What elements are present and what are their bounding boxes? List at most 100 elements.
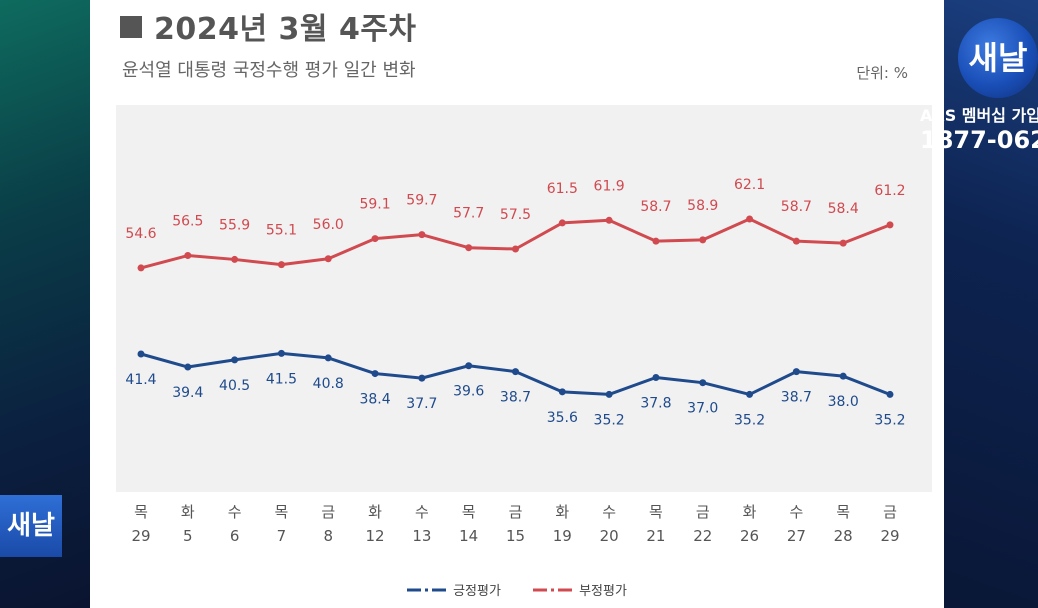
legend-positive-line-icon	[407, 588, 448, 591]
x-tick-day: 화	[555, 503, 569, 521]
chart-card: 2024년 3월 4주차 윤석열 대통령 국정수행 평가 일간 변화 단위: %…	[90, 0, 944, 608]
data-point-positive	[465, 362, 473, 370]
legend-item-positive: 긍정평가	[407, 580, 501, 599]
data-label-positive: 35.2	[874, 412, 905, 428]
x-tick-day: 화	[368, 503, 382, 521]
x-tick-day: 목	[275, 503, 289, 521]
x-tick-day: 목	[134, 503, 148, 521]
x-tick-date: 21	[646, 527, 665, 545]
data-label-positive: 38.7	[781, 390, 812, 406]
saenal-logo: 새날	[958, 18, 1038, 98]
x-tick-day: 수	[415, 503, 429, 521]
chart-legend: 긍정평가 부정평가	[90, 580, 944, 599]
data-label-positive: 37.7	[406, 396, 437, 412]
x-tick-date: 20	[600, 527, 619, 545]
data-point-positive	[839, 372, 847, 380]
data-point-positive	[512, 368, 519, 376]
legend-negative-label: 부정평가	[579, 584, 627, 599]
data-point-positive	[605, 390, 613, 398]
x-tick-date: 22	[693, 527, 712, 545]
data-point-negative	[418, 231, 426, 239]
x-tick-date: 14	[459, 527, 478, 545]
data-label-negative: 58.4	[828, 201, 859, 217]
data-point-negative	[512, 245, 519, 253]
data-label-negative: 61.5	[547, 181, 578, 197]
data-point-negative	[137, 264, 145, 272]
data-point-negative	[371, 235, 379, 243]
title-text: 2024년 3월 4주차	[154, 12, 417, 47]
legend-positive-label: 긍정평가	[453, 584, 501, 599]
x-tick-day: 수	[228, 503, 242, 521]
data-label-negative: 62.1	[734, 177, 765, 193]
x-tick-date: 28	[834, 527, 853, 545]
x-tick-day: 금	[883, 503, 897, 521]
data-point-negative	[605, 216, 613, 224]
x-tick-day: 금	[509, 503, 523, 521]
data-point-negative	[699, 236, 707, 244]
right-background-panel	[944, 0, 1038, 608]
data-label-negative: 58.7	[781, 199, 812, 215]
x-tick-day: 목	[462, 503, 476, 521]
x-tick-date: 12	[366, 527, 385, 545]
data-point-negative	[277, 261, 285, 269]
data-point-positive	[231, 356, 239, 364]
series-line-negative	[140, 217, 891, 270]
data-label-positive: 40.8	[313, 376, 344, 392]
x-tick-date: 26	[740, 527, 759, 545]
title-square-icon	[120, 16, 142, 38]
data-point-positive	[699, 379, 707, 387]
x-tick-date: 7	[277, 527, 287, 545]
x-tick-day: 수	[602, 503, 616, 521]
data-point-positive	[137, 350, 145, 358]
data-point-positive	[184, 363, 192, 371]
legend-negative-line-icon	[533, 588, 574, 591]
data-point-positive	[418, 374, 426, 382]
data-label-positive: 38.0	[828, 394, 859, 410]
legend-item-negative: 부정평가	[533, 580, 627, 599]
ars-membership-text: ARS 멤버십 가입	[920, 106, 1038, 125]
data-label-negative: 58.7	[640, 199, 671, 215]
data-label-positive: 40.5	[219, 378, 250, 394]
data-label-negative: 56.0	[313, 217, 344, 233]
data-label-negative: 55.9	[219, 217, 250, 233]
data-point-positive	[886, 390, 894, 398]
data-label-positive: 38.4	[359, 392, 390, 408]
data-label-positive: 35.2	[734, 412, 765, 428]
data-label-negative: 59.1	[359, 197, 390, 213]
data-label-negative: 57.5	[500, 207, 531, 223]
data-label-positive: 39.6	[453, 384, 484, 400]
data-point-negative	[465, 244, 473, 252]
x-tick-date: 29	[880, 527, 899, 545]
data-point-negative	[886, 221, 894, 229]
data-label-negative: 59.7	[406, 193, 437, 209]
chart-subtitle: 윤석열 대통령 국정수행 평가 일간 변화	[122, 60, 416, 81]
x-tick-day: 수	[789, 503, 803, 521]
data-label-positive: 35.2	[594, 412, 625, 428]
x-tick-day: 금	[321, 503, 335, 521]
data-point-positive	[277, 349, 285, 357]
data-point-positive	[324, 354, 332, 362]
line-chart: 54.6 56.5 55.9 55.1 56.0 59.1 59.7 57.7 57.5 61.5…	[125, 177, 905, 545]
data-label-positive: 41.5	[266, 371, 297, 387]
x-tick-day: 목	[649, 503, 663, 521]
x-tick-date: 8	[323, 527, 333, 545]
x-tick-day: 목	[836, 503, 850, 521]
data-label-negative: 57.7	[453, 206, 484, 222]
data-label-negative: 61.2	[874, 183, 905, 199]
x-tick-date: 15	[506, 527, 525, 545]
x-tick-date: 19	[553, 527, 572, 545]
data-point-positive	[792, 368, 800, 376]
data-label-positive: 37.0	[687, 401, 718, 417]
data-label-negative: 54.6	[125, 226, 156, 242]
data-point-negative	[839, 239, 847, 247]
data-point-positive	[371, 370, 379, 378]
x-tick-day: 금	[696, 503, 710, 521]
data-point-positive	[652, 373, 660, 381]
data-point-negative	[792, 237, 800, 245]
unit-label: 단위: %	[856, 64, 908, 82]
page-title: 2024년 3월 4주차	[120, 4, 417, 48]
x-tick-day: 화	[743, 503, 757, 521]
data-point-negative	[746, 215, 754, 223]
x-tick-day: 화	[181, 503, 195, 521]
data-point-negative	[184, 252, 192, 260]
